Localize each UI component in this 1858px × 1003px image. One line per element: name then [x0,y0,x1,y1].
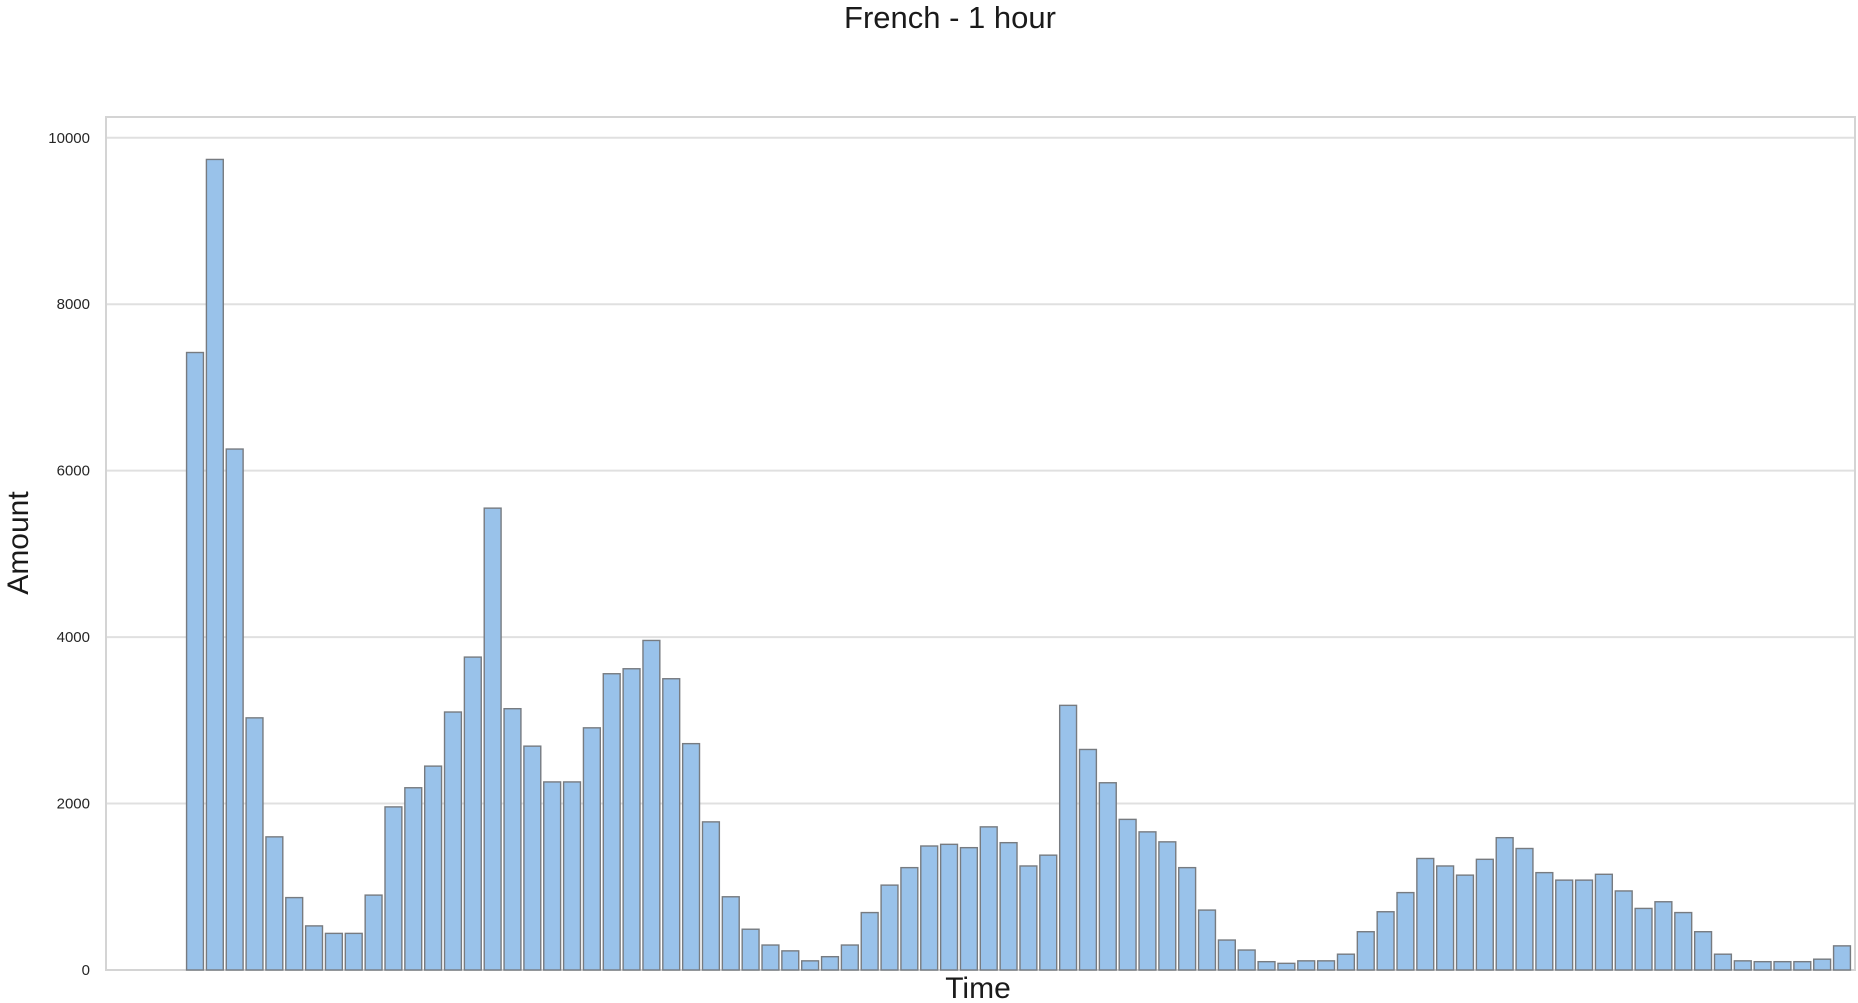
bar [1396,891,1415,971]
bar [880,884,899,971]
bar [761,944,780,971]
bar [820,955,840,971]
bar [1257,960,1276,971]
bar [1277,962,1296,971]
bar [1039,854,1058,971]
y-tick-label: 8000 [57,296,90,313]
y-axis-label: Amount [2,491,35,595]
bar [1515,847,1534,971]
bar [1158,841,1177,971]
bar [1614,890,1633,971]
bar [840,944,859,971]
bar [1773,960,1792,971]
bar [1416,857,1435,971]
bar [483,507,502,971]
bar [1058,704,1078,971]
bar [443,711,463,971]
gridlines [106,136,1855,805]
bar [364,894,383,971]
bars [185,158,1852,971]
bar [265,836,284,971]
bar [1832,945,1852,971]
bar [1376,911,1395,971]
bar [781,950,800,971]
bar [1336,953,1356,971]
bar [523,745,542,971]
bar [1555,879,1574,971]
bar [920,845,939,971]
bar [1574,879,1594,971]
bar [721,896,740,971]
bar [1217,939,1236,971]
bar [1475,858,1494,971]
bar [701,821,721,971]
bar [860,911,879,971]
bar [1495,836,1514,971]
bar [304,925,324,971]
bar [1118,818,1137,971]
bar [1197,909,1217,971]
bar [642,639,661,971]
bar [1634,907,1653,971]
y-tick-label: 0 [82,962,90,979]
y-tick-label: 6000 [57,463,90,480]
bar [1316,960,1336,971]
bar [582,727,602,971]
bar [423,765,443,971]
bar [344,932,363,971]
bar [741,928,760,971]
bar [622,668,641,971]
bar [1535,871,1554,971]
bar [1138,831,1157,971]
bar [681,742,701,971]
bar [185,351,205,971]
bar [1793,960,1812,971]
bar [205,158,224,971]
y-tick-label: 4000 [57,629,90,646]
bar [384,806,403,971]
bar [1594,873,1614,971]
bar [1297,960,1316,971]
bar [1713,953,1733,971]
bar [939,843,959,971]
bar [900,866,919,971]
bar [1019,865,1038,971]
x-axis-label: Time [945,972,1011,1003]
bar [1435,865,1455,971]
bar [1753,960,1772,971]
bar [543,781,562,971]
bar [1098,782,1117,971]
bar [404,787,423,971]
y-tick-label: 10000 [48,130,90,147]
bar [1078,748,1098,971]
bar [1455,874,1475,971]
bar [1733,960,1752,971]
bar [1674,911,1693,971]
bar [1654,901,1673,971]
bar [503,707,522,971]
bar [1178,866,1197,971]
chart-title: French - 1 hour [844,0,1056,35]
y-axis-tick-labels: 0 2000 4000 6000 8000 10000 [48,130,90,979]
bar [662,678,681,971]
bar [285,896,304,971]
bar [324,932,344,971]
bar [1356,931,1375,971]
y-tick-label: 2000 [57,796,90,813]
bar [562,781,582,971]
bar [959,846,979,971]
bar [245,717,264,971]
bar [1813,958,1832,971]
bar [602,673,621,971]
bar [1237,949,1256,971]
bar [979,826,998,971]
bar [801,960,820,971]
bar [463,656,482,971]
bar [225,448,244,971]
bar [1693,931,1713,971]
bar [999,841,1018,971]
